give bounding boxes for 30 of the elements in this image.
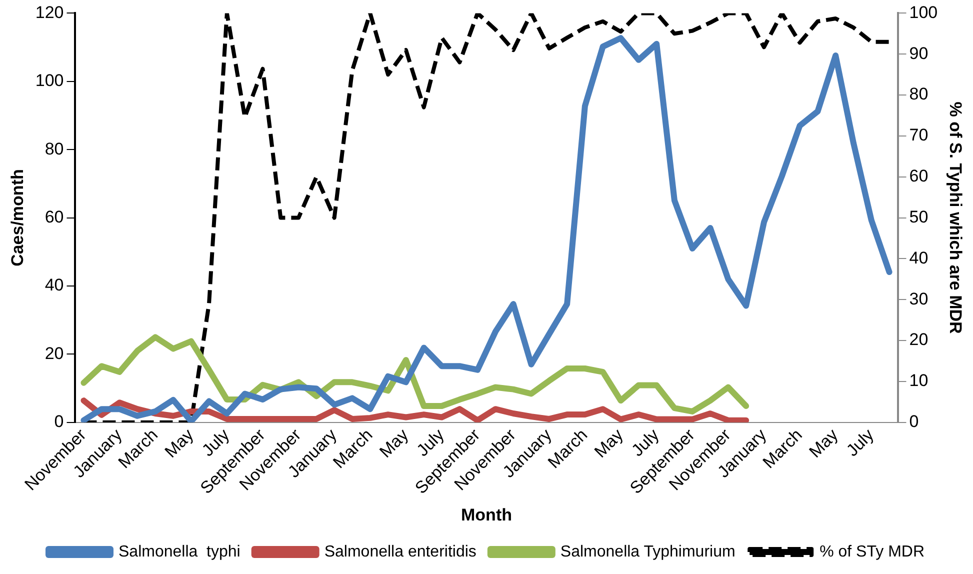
x-tick-label: July xyxy=(842,424,878,460)
y-tick-label: 60 xyxy=(44,207,64,226)
y2-tick-label: 60 xyxy=(909,166,928,186)
y2-tick-label: 90 xyxy=(909,44,928,63)
y2-axis-title: % of S. Typhi which are MDR xyxy=(946,102,966,334)
x-axis-title: Month xyxy=(461,505,512,524)
y-tick-label: 0 xyxy=(54,412,64,432)
y2-tick-label: 70 xyxy=(909,126,928,145)
x-tick-label: May xyxy=(806,424,842,462)
y2-tick-label: 50 xyxy=(909,207,928,226)
y2-tick-label: 40 xyxy=(909,248,928,268)
y-tick-label: 100 xyxy=(35,71,64,90)
y2-tick-label: 80 xyxy=(909,84,928,104)
x-tick-label: May xyxy=(590,424,628,462)
y-tick-label: 40 xyxy=(44,276,64,295)
y2-tick-label: 0 xyxy=(909,412,919,432)
legend-label: Salmonella enteritidis xyxy=(324,543,476,560)
y-axis-title: Caes/month xyxy=(8,169,27,266)
x-tick-label: May xyxy=(376,424,412,462)
legend-label: % of STy MDR xyxy=(820,543,925,560)
x-tick-label: May xyxy=(161,424,198,462)
y-tick-label: 20 xyxy=(44,344,64,363)
y2-tick-label: 100 xyxy=(909,2,938,22)
y-tick-label: 120 xyxy=(35,2,64,22)
y-tick-label: 80 xyxy=(44,139,64,158)
y2-tick-label: 20 xyxy=(909,330,928,350)
y2-tick-label: 10 xyxy=(909,371,928,390)
legend-label: Salmonella typhi xyxy=(118,543,240,560)
y2-tick-label: 30 xyxy=(909,289,928,308)
legend-label: Salmonella Typhimurium xyxy=(560,543,736,560)
